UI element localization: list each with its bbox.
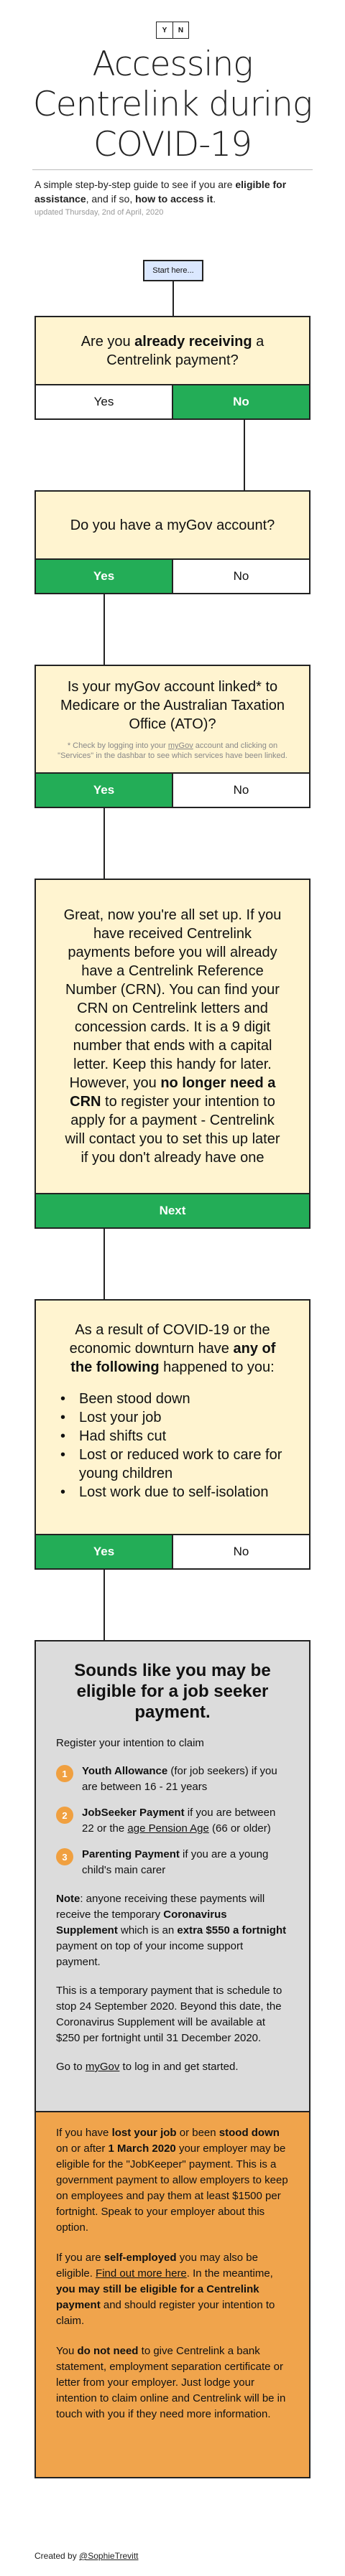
list-item: Been stood down (60, 1390, 285, 1408)
connector (172, 281, 174, 316)
mygov-link[interactable]: myGov (167, 741, 193, 750)
answer-row: Yes No (34, 774, 310, 808)
logo: Y N (0, 22, 345, 39)
subtitle: A simple step-by-step guide to see if yo… (34, 179, 287, 205)
step-number-badge: 1 (56, 1765, 73, 1782)
option-youth-allowance: 1 Youth Allowance (for job seekers) if y… (56, 1764, 289, 1795)
result-box: Sounds like you may be eligible for a jo… (34, 1640, 310, 2112)
question-already-receiving: Are you already receiving a Centrelink p… (34, 316, 310, 385)
option-parenting: 3 Parenting Payment if you are a young c… (56, 1847, 289, 1878)
page-title: Accessing Centrelink during COVID-19 (32, 45, 313, 164)
answer-no[interactable]: No (172, 774, 309, 807)
start-button[interactable]: Start here... (143, 260, 203, 281)
list-item: Lost your job (60, 1408, 285, 1427)
goto-mygov: Go to myGov to log in and get started. (56, 2061, 239, 2073)
answer-yes[interactable]: Yes (36, 560, 172, 593)
question-text: Are you already receiving a Centrelink p… (80, 333, 264, 368)
step-number-badge: 2 (56, 1807, 73, 1824)
updated-date: updated Thursday, 2nd of April, 2020 (34, 208, 164, 217)
self-employed-paragraph: If you are self-employed you may also be… (56, 2252, 275, 2327)
answer-yes[interactable]: Yes (36, 385, 172, 418)
jobkeeper-paragraph: If you have lost your job or been stood … (56, 2127, 288, 2234)
divider (32, 169, 313, 170)
connector (244, 420, 245, 490)
answer-no[interactable]: No (172, 1535, 309, 1568)
setup-info-box: Great, now you're all set up. If you hav… (34, 879, 310, 1194)
list-item: Had shifts cut (60, 1427, 285, 1446)
list-item: Lost work due to self-isolation (60, 1483, 285, 1502)
age-pension-link[interactable]: age Pension Age (127, 1822, 209, 1835)
answer-row: Yes No (34, 1535, 310, 1570)
answer-yes[interactable]: Yes (36, 1535, 172, 1568)
answer-no[interactable]: No (172, 385, 309, 418)
connector (104, 808, 105, 879)
question-text: As a result of COVID-19 or the economic … (69, 1322, 276, 1375)
answer-row: Yes No (34, 560, 310, 594)
list-item: Lost or reduced work to care for young c… (60, 1446, 285, 1483)
connector (104, 594, 105, 665)
affected-list: Been stood down Lost your job Had shifts… (60, 1390, 285, 1502)
answer-no[interactable]: No (172, 560, 309, 593)
answer-row: Yes No (34, 385, 310, 420)
setup-info-text: Great, now you're all set up. If you hav… (63, 907, 282, 1166)
logo-y: Y (162, 26, 167, 34)
step-number-badge: 3 (56, 1848, 73, 1865)
next-button[interactable]: Next (34, 1194, 310, 1229)
question-note: * Check by logging into your myGov accou… (58, 741, 288, 760)
answer-yes[interactable]: Yes (36, 774, 172, 807)
result-heading: Sounds like you may be eligible for a jo… (74, 1661, 271, 1722)
question-mygov-linked: Is your myGov account linked* to Medicar… (34, 665, 310, 774)
no-documents-paragraph: You do not need to give Centrelink a ban… (56, 2345, 286, 2420)
question-text: Is your myGov account linked* to Medicar… (60, 679, 285, 732)
author-link[interactable]: @SophieTrevitt (79, 2551, 139, 2561)
option-jobseeker: 2 JobSeeker Payment if you are between 2… (56, 1805, 289, 1837)
jobkeeper-info-box: If you have lost your job or been stood … (34, 2112, 310, 2478)
connector (104, 1229, 105, 1299)
connector (104, 1570, 105, 1640)
footer-credit: Created by @SophieTrevitt (34, 2551, 139, 2561)
logo-n: N (172, 22, 188, 38)
temporary-payment-note: This is a temporary payment that is sche… (56, 1985, 282, 2044)
find-out-more-link[interactable]: Find out more here (96, 2267, 187, 2280)
question-affected: As a result of COVID-19 or the economic … (34, 1299, 310, 1535)
question-text: Do you have a myGov account? (70, 517, 275, 533)
register-label: Register your intention to claim (56, 1737, 204, 1749)
mygov-link[interactable]: myGov (85, 2061, 120, 2073)
supplement-note: Note: anyone receiving these payments wi… (56, 1893, 287, 1968)
question-mygov-account: Do you have a myGov account? (34, 490, 310, 560)
